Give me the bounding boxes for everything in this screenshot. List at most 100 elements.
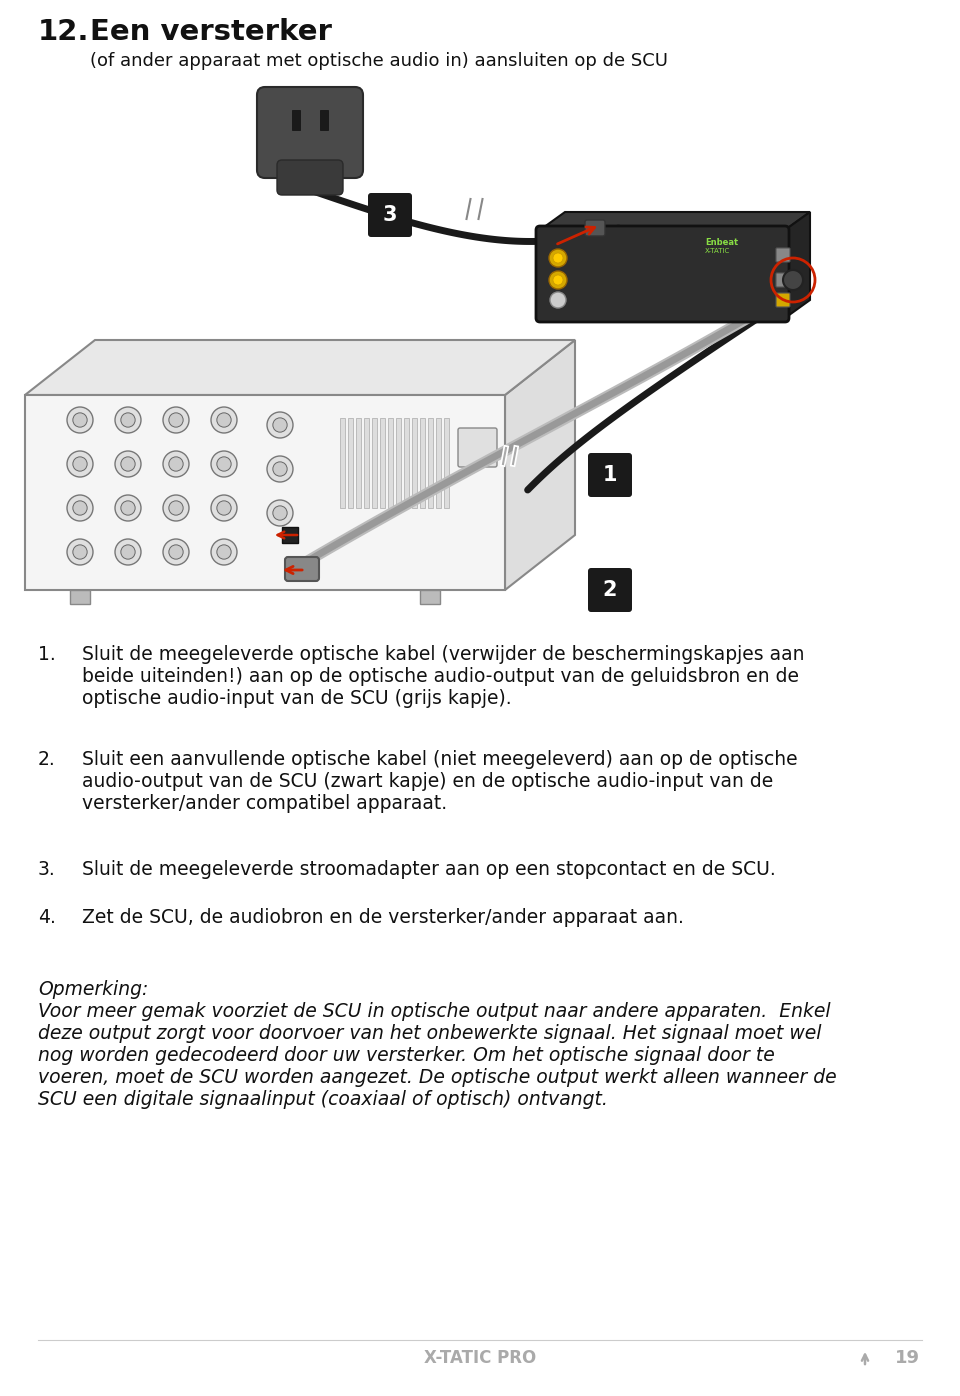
Polygon shape — [505, 341, 575, 591]
Circle shape — [169, 456, 183, 472]
Text: X-TATIC: X-TATIC — [705, 248, 731, 254]
Bar — [348, 417, 353, 508]
Circle shape — [163, 496, 189, 521]
FancyBboxPatch shape — [588, 568, 632, 611]
Polygon shape — [25, 341, 575, 395]
Circle shape — [163, 451, 189, 477]
Bar — [282, 528, 298, 543]
Circle shape — [67, 408, 93, 433]
Text: Een versterker: Een versterker — [90, 18, 332, 46]
Text: 12.: 12. — [38, 18, 89, 46]
Circle shape — [217, 501, 231, 515]
Text: Sluit de meegeleverde optische kabel (verwijder de beschermingskapjes aan: Sluit de meegeleverde optische kabel (ve… — [82, 645, 804, 664]
Circle shape — [67, 496, 93, 521]
Text: audio-output van de SCU (zwart kapje) en de optische audio-input van de: audio-output van de SCU (zwart kapje) en… — [82, 772, 773, 792]
Circle shape — [273, 462, 287, 476]
Circle shape — [163, 539, 189, 565]
Circle shape — [550, 292, 566, 309]
Circle shape — [115, 451, 141, 477]
FancyBboxPatch shape — [368, 193, 412, 237]
Bar — [412, 417, 417, 508]
Bar — [292, 110, 300, 130]
Bar — [356, 417, 361, 508]
FancyBboxPatch shape — [257, 87, 363, 179]
Circle shape — [169, 413, 183, 427]
Text: Zet de SCU, de audiobron en de versterker/ander apparaat aan.: Zet de SCU, de audiobron en de versterke… — [82, 907, 684, 927]
Circle shape — [267, 500, 293, 526]
Text: nog worden gedecodeerd door uw versterker. Om het optische signaal door te: nog worden gedecodeerd door uw versterke… — [38, 1046, 775, 1065]
Circle shape — [73, 413, 87, 427]
FancyBboxPatch shape — [277, 161, 343, 195]
Text: Sluit de meegeleverde stroomadapter aan op een stopcontact en de SCU.: Sluit de meegeleverde stroomadapter aan … — [82, 860, 776, 879]
Text: 4.: 4. — [38, 907, 56, 927]
Circle shape — [273, 417, 287, 433]
Circle shape — [121, 413, 135, 427]
Bar — [70, 591, 90, 604]
Text: Sluit een aanvullende optische kabel (niet meegeleverd) aan op de optische: Sluit een aanvullende optische kabel (ni… — [82, 750, 798, 769]
Circle shape — [121, 456, 135, 472]
Text: Voor meer gemak voorziet de SCU in optische output naar andere apparaten.  Enkel: Voor meer gemak voorziet de SCU in optis… — [38, 1002, 830, 1020]
FancyBboxPatch shape — [285, 557, 319, 581]
Text: deze output zorgt voor doorvoer van het onbewerkte signaal. Het signaal moet wel: deze output zorgt voor doorvoer van het … — [38, 1025, 822, 1043]
Circle shape — [211, 451, 237, 477]
Circle shape — [121, 501, 135, 515]
Circle shape — [553, 275, 563, 285]
Bar — [420, 591, 440, 604]
FancyBboxPatch shape — [776, 293, 790, 307]
Circle shape — [115, 408, 141, 433]
Circle shape — [549, 248, 567, 267]
FancyBboxPatch shape — [458, 429, 497, 468]
Circle shape — [67, 539, 93, 565]
Circle shape — [217, 544, 231, 560]
Circle shape — [73, 456, 87, 472]
Bar — [444, 417, 449, 508]
FancyBboxPatch shape — [536, 226, 789, 322]
Circle shape — [121, 544, 135, 560]
Circle shape — [267, 456, 293, 482]
Bar — [372, 417, 377, 508]
Text: 1: 1 — [603, 465, 617, 484]
Circle shape — [553, 253, 563, 262]
Circle shape — [211, 539, 237, 565]
Text: 2: 2 — [603, 579, 617, 600]
Text: 19: 19 — [895, 1349, 920, 1367]
Bar — [364, 417, 369, 508]
Polygon shape — [540, 212, 810, 230]
Polygon shape — [785, 212, 810, 318]
FancyBboxPatch shape — [776, 248, 790, 262]
Text: 3: 3 — [383, 205, 397, 225]
Text: Opmerking:: Opmerking: — [38, 980, 149, 1000]
Circle shape — [67, 451, 93, 477]
Circle shape — [169, 501, 183, 515]
Circle shape — [115, 539, 141, 565]
Text: SCU een digitale signaalinput (coaxiaal of optisch) ontvangt.: SCU een digitale signaalinput (coaxiaal … — [38, 1090, 608, 1108]
Bar — [428, 417, 433, 508]
Circle shape — [273, 505, 287, 521]
Circle shape — [211, 496, 237, 521]
Circle shape — [73, 544, 87, 560]
Text: Enbeat: Enbeat — [705, 237, 738, 247]
Circle shape — [163, 408, 189, 433]
Bar — [420, 417, 425, 508]
Bar — [396, 417, 401, 508]
Text: voeren, moet de SCU worden aangezet. De optische output werkt alleen wanneer de: voeren, moet de SCU worden aangezet. De … — [38, 1068, 836, 1087]
FancyBboxPatch shape — [588, 452, 632, 497]
Bar — [404, 417, 409, 508]
Circle shape — [217, 456, 231, 472]
Text: 1.: 1. — [38, 645, 56, 664]
Circle shape — [169, 544, 183, 560]
FancyBboxPatch shape — [776, 274, 790, 288]
Text: beide uiteinden!) aan op de optische audio-output van de geluidsbron en de: beide uiteinden!) aan op de optische aud… — [82, 667, 799, 685]
Circle shape — [217, 413, 231, 427]
Text: 3.: 3. — [38, 860, 56, 879]
Bar — [436, 417, 441, 508]
Bar — [380, 417, 385, 508]
Circle shape — [267, 412, 293, 438]
Circle shape — [783, 269, 803, 290]
Circle shape — [211, 408, 237, 433]
Text: 2.: 2. — [38, 750, 56, 769]
FancyBboxPatch shape — [585, 221, 605, 236]
Text: optische audio-input van de SCU (grijs kapje).: optische audio-input van de SCU (grijs k… — [82, 690, 512, 708]
Bar — [388, 417, 393, 508]
Polygon shape — [25, 395, 505, 591]
